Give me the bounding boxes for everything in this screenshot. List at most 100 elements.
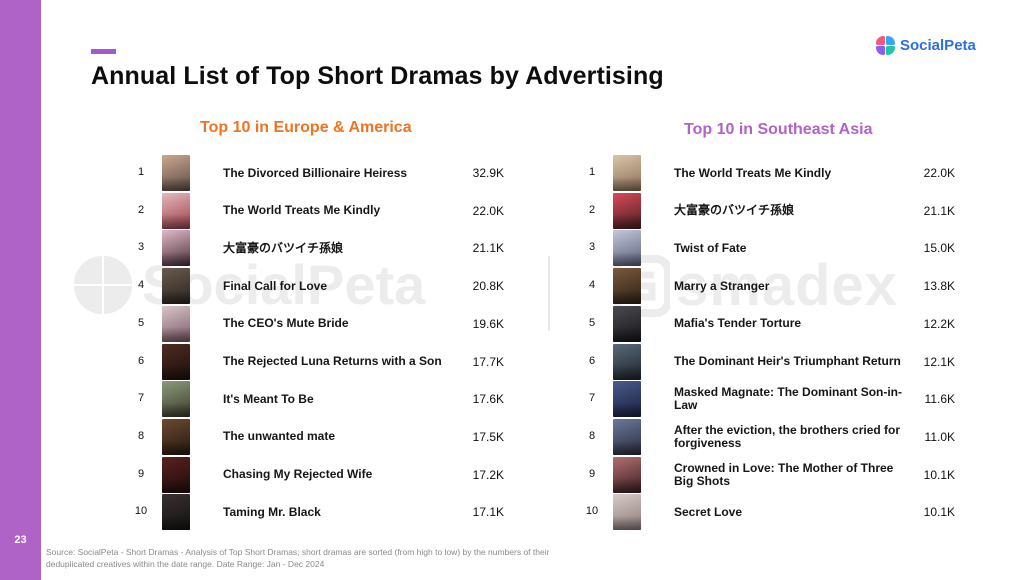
- creative-count: 13.8K: [923, 279, 955, 294]
- rank-number: 3: [588, 241, 596, 254]
- drama-title: The unwanted mate: [223, 429, 336, 444]
- drama-poster-thumbnail: [613, 192, 641, 229]
- creative-count: 19.6K: [472, 316, 504, 331]
- source-note: Source: SocialPeta - Short Dramas - Anal…: [46, 547, 550, 569]
- rank-number: 7: [588, 392, 596, 405]
- creative-count: 11.6K: [924, 392, 955, 407]
- drama-poster-thumbnail: [613, 305, 641, 342]
- creative-count: 12.1K: [923, 354, 955, 369]
- rank-number: 10: [585, 505, 599, 518]
- rank-number: 5: [588, 316, 596, 329]
- socialpeta-logo: SocialPeta: [876, 36, 976, 55]
- drama-poster-thumbnail: [162, 305, 190, 342]
- drama-row: 7 Masked Magnate: The Dominant Son-in-Law…: [571, 380, 971, 418]
- drama-row: 4 Final Call for Love 20.8K: [120, 267, 520, 305]
- drama-poster-thumbnail: [613, 381, 641, 418]
- drama-title: Mafia's Tender Torture: [674, 316, 802, 331]
- drama-poster-thumbnail: [613, 268, 641, 305]
- rank-number: 6: [137, 354, 145, 367]
- drama-title: The Dominant Heir's Triumphant Return: [674, 354, 901, 368]
- drama-poster-thumbnail: [613, 155, 641, 191]
- drama-poster-thumbnail: [162, 230, 190, 267]
- drama-poster-thumbnail: [613, 230, 641, 267]
- drama-row: 8 The unwanted mate 17.5K: [120, 418, 520, 456]
- drama-poster-thumbnail: [162, 456, 190, 493]
- logo-mark-icon: [876, 36, 895, 55]
- creative-count: 17.5K: [472, 429, 504, 444]
- creative-count: 32.9K: [472, 166, 504, 180]
- drama-title: 大富豪のバツイチ孫娘: [223, 240, 344, 255]
- drama-row: 8 After the eviction, the brothers cried …: [571, 418, 971, 456]
- creative-count: 21.1K: [923, 203, 955, 218]
- rank-number: 8: [137, 429, 145, 442]
- drama-row: 9 Chasing My Rejected Wife 17.2K: [120, 456, 520, 494]
- drama-poster-thumbnail: [613, 418, 641, 455]
- creative-count: 10.1K: [923, 467, 955, 482]
- drama-title: Masked Magnate: The Dominant Son-in-Law: [674, 385, 903, 413]
- creative-count: 17.1K: [472, 505, 504, 520]
- drama-poster-thumbnail: [613, 494, 641, 531]
- drama-title: The Rejected Luna Returns with a Son: [223, 354, 442, 368]
- drama-row: 6 The Rejected Luna Returns with a Son 17.…: [120, 343, 520, 381]
- rank-number: 4: [588, 279, 596, 292]
- drama-poster-thumbnail: [162, 155, 190, 191]
- drama-row: 7 It's Meant To Be 17.6K: [120, 380, 520, 418]
- rank-number: 2: [137, 203, 145, 216]
- page-title: Annual List of Top Short Dramas by Adver…: [91, 62, 664, 90]
- drama-row: 10 Taming Mr. Black 17.1K: [120, 493, 520, 531]
- drama-row: 1 The World Treats Me Kindly 22.0K: [571, 154, 971, 192]
- drama-title: Marry a Stranger: [674, 278, 770, 293]
- drama-row: 1 The Divorced Billionaire Heiress 32.9K: [120, 154, 520, 192]
- creative-count: 22.0K: [472, 203, 504, 218]
- rank-number: 3: [137, 241, 145, 254]
- creative-count: 12.2K: [923, 316, 955, 331]
- drama-row: 10 Secret Love 10.1K: [571, 493, 971, 531]
- left-accent-bar: [0, 0, 41, 580]
- drama-row: 2 大富豪のバツイチ孫娘 21.1K: [571, 192, 971, 230]
- rank-number: 7: [137, 392, 145, 405]
- logo-text: SocialPeta: [900, 37, 976, 54]
- creative-count: 17.6K: [472, 392, 504, 407]
- creative-count: 17.7K: [472, 354, 504, 369]
- drama-poster-thumbnail: [613, 343, 641, 380]
- drama-title: Twist of Fate: [674, 240, 747, 255]
- drama-title: Taming Mr. Black: [223, 504, 321, 519]
- rank-number: 2: [588, 203, 596, 216]
- rank-number: 5: [137, 316, 145, 329]
- drama-row: 5 The CEO's Mute Bride 19.6K: [120, 305, 520, 343]
- drama-row: 4 Marry a Stranger 13.8K: [571, 267, 971, 305]
- drama-poster-thumbnail: [162, 192, 190, 229]
- rank-number: 9: [137, 467, 145, 480]
- drama-title: The World Treats Me Kindly: [223, 203, 381, 218]
- creative-count: 11.0K: [924, 429, 955, 444]
- drama-title: Secret Love: [674, 504, 743, 519]
- rank-number: 1: [137, 166, 145, 178]
- creative-count: 10.1K: [923, 505, 955, 520]
- drama-row: 2 The World Treats Me Kindly 22.0K: [120, 192, 520, 230]
- drama-title: Final Call for Love: [223, 278, 328, 293]
- drama-row: 3 大富豪のバツイチ孫娘 21.1K: [120, 229, 520, 267]
- drama-poster-thumbnail: [162, 268, 190, 305]
- rank-number: 8: [588, 429, 596, 442]
- creative-count: 20.8K: [472, 279, 504, 294]
- drama-title: After the eviction, the brothers cried f…: [674, 422, 901, 450]
- rank-number: 9: [588, 467, 596, 480]
- creative-count: 21.1K: [472, 241, 504, 256]
- drama-title: The Divorced Billionaire Heiress: [223, 165, 408, 180]
- drama-title: The CEO's Mute Bride: [223, 316, 349, 331]
- drama-title: 大富豪のバツイチ孫娘: [674, 203, 795, 218]
- creative-count: 15.0K: [923, 241, 955, 256]
- drama-row: 5 Mafia's Tender Torture 12.2K: [571, 305, 971, 343]
- drama-row: 3 Twist of Fate 15.0K: [571, 229, 971, 267]
- drama-title: It's Meant To Be: [223, 391, 314, 406]
- watermark-divider: [548, 256, 550, 331]
- southeast-asia-section-title: Top 10 in Southeast Asia: [684, 121, 873, 138]
- rank-number: 4: [137, 279, 145, 292]
- title-accent-line: [91, 49, 116, 54]
- drama-poster-thumbnail: [162, 343, 190, 380]
- creative-count: 17.2K: [472, 467, 504, 482]
- drama-title: The World Treats Me Kindly: [674, 165, 832, 180]
- drama-poster-thumbnail: [162, 418, 190, 455]
- page-number: 23: [14, 534, 27, 546]
- drama-poster-thumbnail: [162, 381, 190, 418]
